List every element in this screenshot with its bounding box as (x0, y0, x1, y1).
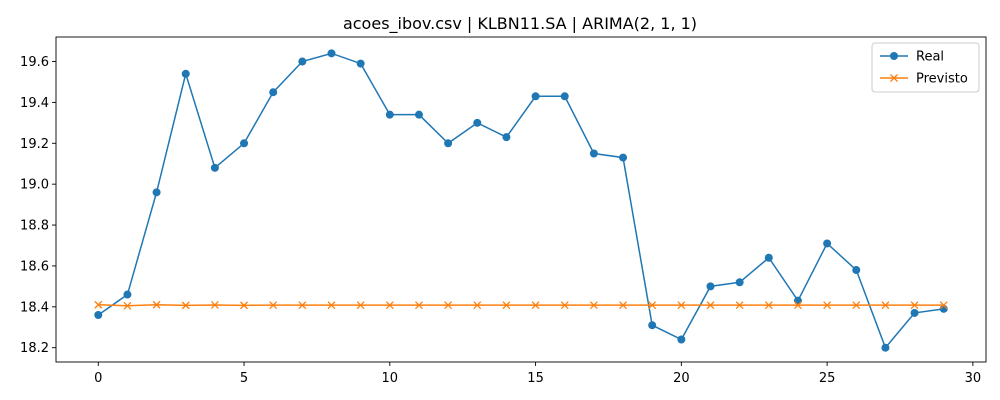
x-tick-label: 15 (527, 371, 544, 386)
data-point (152, 300, 161, 309)
data-point (648, 301, 657, 310)
y-tick-label: 18.2 (20, 341, 49, 356)
data-point (589, 149, 598, 158)
y-tick-label: 19.0 (20, 178, 49, 193)
data-point (240, 301, 249, 310)
data-point (385, 301, 394, 310)
x-tick-label: 20 (673, 371, 690, 386)
y-tick-label: 19.2 (20, 137, 49, 152)
data-point (706, 301, 715, 310)
data-point (473, 118, 482, 127)
data-point (123, 301, 132, 310)
data-point (181, 301, 190, 310)
data-point (764, 253, 773, 262)
data-point (910, 301, 919, 310)
data-point (269, 88, 278, 97)
legend-item-previsto: Previsto (880, 72, 968, 87)
y-tick-label: 18.8 (20, 219, 49, 234)
data-point (823, 239, 832, 248)
legend-label: Real (916, 50, 944, 65)
data-point (531, 301, 540, 310)
series-line (98, 304, 944, 307)
data-point (356, 59, 365, 68)
y-tick-label: 18.6 (20, 259, 49, 274)
data-point (619, 301, 627, 310)
data-point (298, 301, 307, 310)
series-real (94, 49, 948, 352)
legend-item-real: Real (880, 50, 944, 65)
data-point (444, 301, 453, 310)
data-point (852, 301, 861, 310)
data-point (94, 300, 103, 309)
y-tick-label: 19.6 (20, 55, 49, 70)
x-tick-label: 30 (965, 371, 982, 386)
data-point (910, 308, 919, 317)
data-point (531, 92, 540, 101)
x-tick-label: 10 (382, 371, 399, 386)
chart-title: acoes_ibov.csv | KLBN11.SA | ARIMA(2, 1,… (343, 14, 697, 34)
data-point (793, 296, 802, 305)
data-point (560, 301, 569, 310)
legend-label: Previsto (916, 72, 968, 87)
data-point (210, 163, 219, 172)
data-point (181, 69, 190, 78)
data-point (473, 301, 482, 310)
x-tick-label: 5 (240, 371, 248, 386)
axes-layer: 0 5 10 15 20 25 30 18.2 18.4 18.6 18.8 19.0 19.2 19.4… (20, 36, 987, 386)
data-point (881, 343, 890, 352)
data-point (648, 321, 657, 330)
data-point (881, 301, 890, 310)
legend-marker (890, 74, 898, 82)
data-point (152, 188, 161, 197)
data-point (560, 92, 569, 101)
data-point (677, 335, 686, 344)
data-point (123, 290, 132, 299)
data-point (444, 139, 453, 148)
data-point (502, 133, 511, 142)
data-point (94, 310, 103, 319)
y-tick-label: 19.4 (20, 96, 49, 111)
data-point (706, 282, 715, 291)
data-point (210, 301, 219, 309)
data-point (939, 301, 948, 310)
series-layer (94, 49, 948, 352)
data-point (852, 266, 861, 275)
data-point (356, 301, 365, 310)
data-point (735, 301, 744, 310)
data-point (793, 301, 802, 310)
legend: Real Previsto (871, 42, 980, 93)
data-point (502, 301, 511, 310)
plot-area (56, 37, 986, 362)
data-point (414, 110, 423, 119)
data-point (735, 278, 744, 287)
data-point (619, 153, 628, 162)
axes-frame (55, 36, 987, 363)
data-point (589, 301, 598, 310)
data-point (269, 301, 278, 310)
data-point (764, 301, 773, 310)
data-point (240, 139, 249, 148)
data-point (385, 110, 394, 119)
series-line (97, 52, 944, 350)
x-tick-label: 25 (819, 371, 836, 386)
data-point (327, 49, 336, 58)
x-tick-label: 0 (94, 371, 102, 386)
data-point (415, 301, 423, 310)
data-point (823, 301, 832, 310)
data-point (327, 301, 336, 310)
y-tick-label: 18.4 (20, 300, 49, 315)
data-point (677, 301, 686, 310)
series-previsto (94, 300, 948, 310)
data-point (298, 57, 307, 66)
legend-marker (890, 52, 898, 60)
